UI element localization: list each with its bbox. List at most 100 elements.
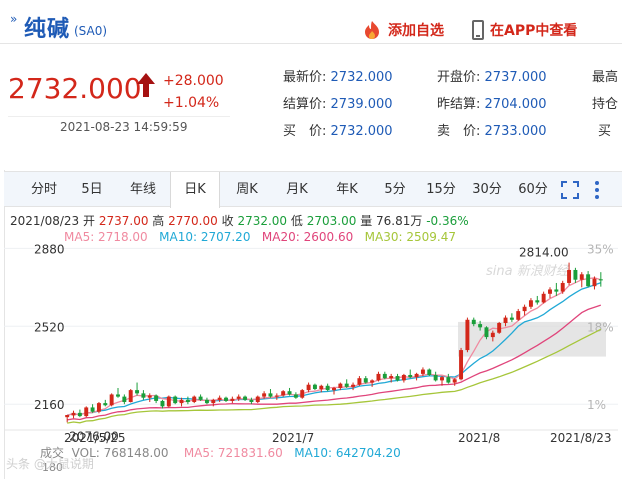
more-vertical-icon[interactable] — [592, 180, 602, 200]
tab-5day[interactable]: 5日 — [81, 182, 103, 197]
y-tick-label: 2160 — [34, 398, 65, 412]
phone-icon — [472, 20, 484, 40]
candle-body — [592, 278, 597, 287]
ohlc-high-label: 高 — [152, 214, 165, 228]
tab-15min[interactable]: 15分 — [426, 182, 456, 197]
ma5-value: MA5: 2718.00 — [64, 230, 148, 244]
quote-field-bid: 买 价: 2732.000 — [283, 124, 393, 139]
volume-label: 成交 — [40, 446, 65, 460]
candle-body — [154, 395, 159, 401]
candle-body — [160, 400, 165, 407]
candle-body — [598, 279, 603, 281]
candle-body — [173, 396, 178, 404]
y-tick-label: 2880 — [34, 242, 65, 256]
period-tabs: 分时 5日 年线 日K 周K 月K 年K 5分 15分 30分 60分 — [4, 171, 622, 208]
candle-body — [243, 396, 248, 400]
ma-legend: MA5: 2718.00 MA10: 2707.20 MA20: 2600.60… — [64, 230, 456, 244]
candle-body — [579, 274, 584, 280]
tab-yearly-k[interactable]: 年K — [336, 182, 358, 197]
candle-body — [262, 393, 267, 397]
candle-body — [192, 396, 197, 403]
x-tick-label: 2021/8/23 — [550, 431, 612, 445]
ma20-value: MA20: 2600.60 — [261, 230, 354, 244]
candle-body — [465, 319, 470, 351]
y-tick-label: 2520 — [34, 320, 65, 334]
tab-60min[interactable]: 60分 — [518, 182, 548, 197]
quote-field-high: 最高 — [592, 70, 619, 85]
candle-body — [503, 317, 508, 324]
candle-body — [255, 396, 260, 403]
ohlc-low-label: 低 — [290, 214, 303, 228]
quote-field-open-interest: 持仓 — [592, 97, 619, 112]
candle-body — [135, 390, 140, 394]
x-tick-label: 2021/7 — [272, 431, 314, 445]
volume-value: VOL: 768148.00 — [71, 446, 169, 460]
candle-body — [490, 332, 495, 338]
candle-body — [440, 377, 444, 381]
candle-body — [478, 324, 483, 328]
instrument-name: 纯碱 — [24, 17, 71, 42]
candle-body — [319, 385, 324, 390]
candle-body — [376, 373, 381, 381]
ohlc-vol: 76.81万 — [376, 214, 423, 228]
candle-body — [77, 412, 82, 417]
ohlc-close: 2732.00 — [237, 214, 288, 228]
candle-body — [198, 396, 203, 400]
candle-body — [293, 394, 298, 398]
tab-daily-k[interactable]: 日K — [170, 172, 220, 208]
ma30-value: MA30: 2509.47 — [364, 230, 456, 244]
tab-monthly-k[interactable]: 月K — [286, 182, 308, 197]
candle-body — [427, 369, 432, 375]
candle-body — [382, 373, 387, 379]
ohlc-info-line: 2021/08/23 开 2737.00 高 2770.00 收 2732.00… — [10, 212, 469, 229]
candle-body — [548, 289, 552, 294]
candle-body — [287, 391, 292, 395]
candle-body — [84, 407, 89, 417]
tab-year-line[interactable]: 年线 — [129, 182, 156, 197]
candle-body — [528, 300, 533, 307]
add-watchlist-button[interactable]: 添加自选 — [362, 20, 444, 40]
tab-intraday[interactable]: 分时 — [30, 182, 57, 197]
candle-body — [370, 380, 375, 383]
ohlc-high: 2770.00 — [168, 214, 218, 228]
bottom-watermark: 头条 @大鼠说期 — [6, 456, 94, 471]
up-arrow-icon — [137, 73, 155, 97]
fullscreen-icon[interactable] — [560, 180, 580, 200]
candle-body — [414, 373, 419, 378]
volume-legend: 成交 VOL: 768148.00 MA5: 721831.60 MA10: 6… — [40, 444, 401, 461]
candle-body — [224, 397, 228, 401]
candle-body — [560, 282, 565, 292]
candle-body — [71, 412, 76, 416]
quote-field-ask: 卖 价: 2733.000 — [437, 124, 547, 139]
candle-body — [230, 398, 235, 401]
candle-body — [116, 394, 120, 397]
candle-body — [433, 374, 438, 381]
quote-field-settle: 结算价: 2739.000 — [283, 97, 393, 112]
candle-body — [300, 390, 305, 398]
candle-body — [332, 387, 336, 391]
chart-panel — [4, 170, 622, 479]
candle-body — [185, 399, 190, 403]
ohlc-close-label: 收 — [221, 214, 234, 228]
flame-icon — [365, 21, 379, 39]
candle-body — [281, 391, 286, 396]
candle-body — [249, 399, 254, 403]
tab-5min[interactable]: 5分 — [384, 182, 406, 197]
candle-body — [452, 379, 457, 383]
x-tick-label: 2021/5/25 — [64, 431, 126, 445]
tab-30min[interactable]: 30分 — [472, 182, 502, 197]
candle-body — [344, 383, 349, 387]
ohlc-vol-label: 量 — [360, 214, 373, 228]
view-in-app-button[interactable]: 在APP中查看 — [472, 20, 577, 40]
candle-body — [109, 394, 114, 406]
candle-body — [166, 396, 171, 407]
ohlc-date: 2021/08/23 — [10, 214, 80, 228]
ma20-line — [67, 304, 602, 421]
candle-body — [90, 407, 95, 412]
quote-field-bid-vol: 买 — [598, 124, 612, 139]
candle-body — [535, 300, 540, 303]
ohlc-pct: -0.36% — [426, 214, 469, 228]
tab-weekly-k[interactable]: 周K — [236, 182, 258, 197]
candle-body — [128, 390, 133, 403]
